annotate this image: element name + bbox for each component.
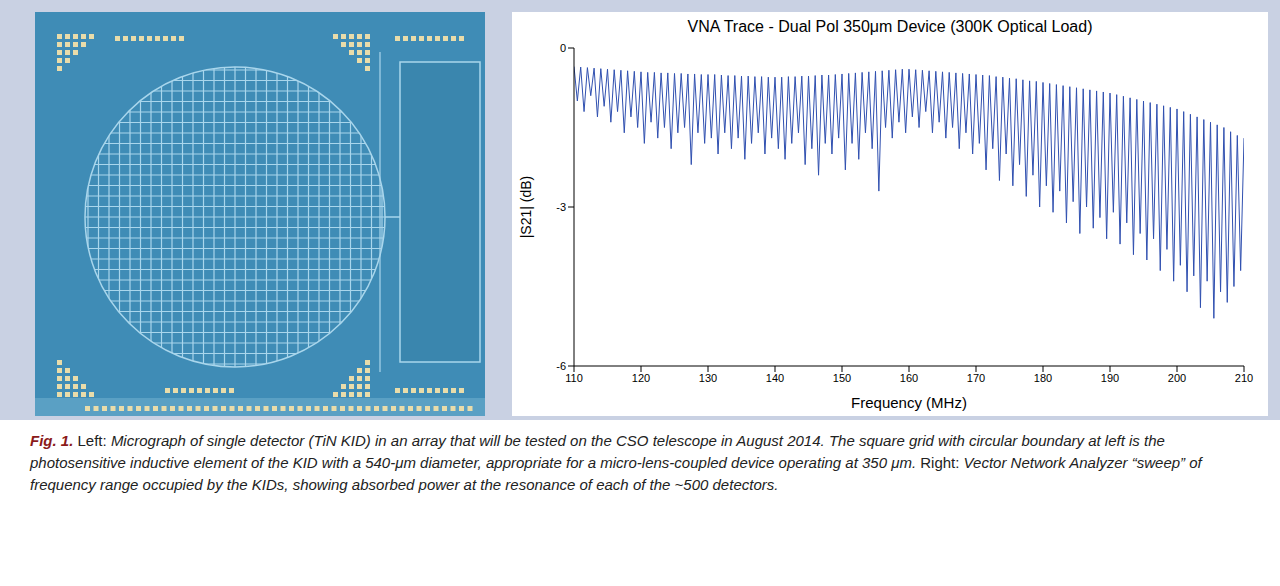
svg-text:-6: -6 [556,360,566,372]
svg-text:210: 210 [1235,372,1253,384]
svg-text:0: 0 [560,42,566,54]
html-text:Fig. 1. Left: Micrograph of si: Fig. 1. Left: Micrograph of single detec… [30,432,1202,493]
svg-text:140: 140 [766,372,784,384]
svg-text:120: 120 [632,372,650,384]
html-text:VNA Trace - Dual Pol 350μm Dev: VNA Trace - Dual Pol 350μm Device (300K … [687,18,1093,35]
svg-text:180: 180 [1034,372,1052,384]
svg-text:150: 150 [833,372,851,384]
svg-text:130: 130 [699,372,717,384]
svg-text:200: 200 [1168,372,1186,384]
svg-text:Frequency (MHz): Frequency (MHz) [851,394,967,411]
svg-text:110: 110 [565,372,583,384]
svg-text:170: 170 [967,372,985,384]
svg-text:|S21| (dB): |S21| (dB) [518,176,534,239]
svg-text:-3: -3 [556,201,566,213]
svg-text:190: 190 [1101,372,1119,384]
svg-text:160: 160 [900,372,918,384]
